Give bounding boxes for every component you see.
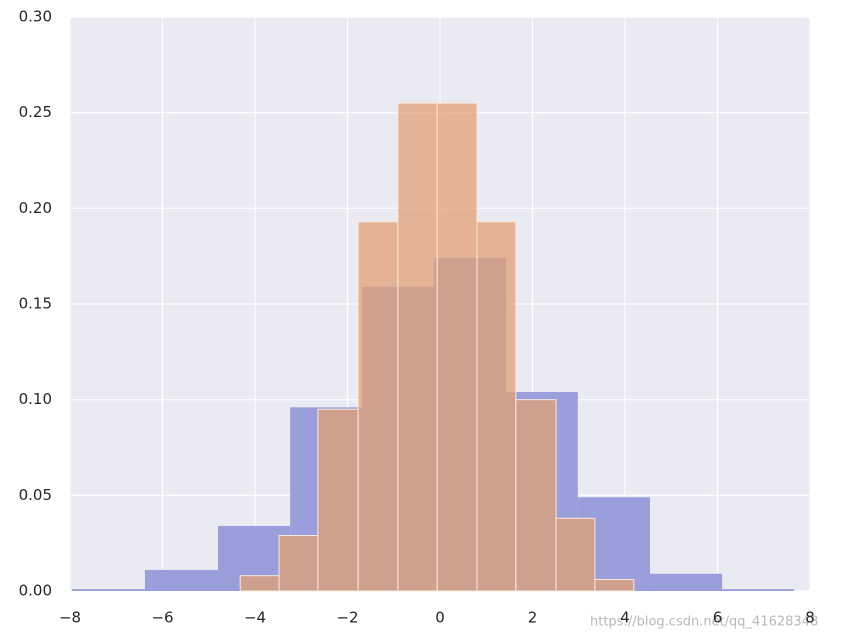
x-tick-label: −2 [336, 609, 358, 627]
histogram-bar [278, 535, 319, 592]
x-tick-label: 8 [805, 609, 815, 627]
watermark: https://blog.csdn.net/qq_41628348 [590, 615, 818, 630]
x-tick-label: −8 [59, 609, 81, 627]
x-tick-label: −6 [151, 609, 173, 627]
y-tick-label: 0.20 [19, 199, 52, 217]
histogram-bar [722, 589, 794, 591]
bars [71, 102, 794, 592]
y-tick-label: 0.10 [19, 390, 52, 408]
histogram-bar [594, 579, 635, 592]
x-tick-label: 4 [620, 609, 630, 627]
y-tick-label: 0.15 [19, 295, 52, 313]
histogram-bar [436, 102, 478, 592]
histogram-bar [144, 569, 218, 591]
histogram-bar [476, 221, 517, 592]
x-tick-label: 6 [713, 609, 723, 627]
x-tick-label: 2 [528, 609, 538, 627]
histogram-bar [555, 517, 596, 592]
histogram-bar [239, 575, 280, 592]
histogram-bar [357, 221, 399, 592]
y-tick-label: 0.05 [19, 486, 52, 504]
histogram-bar [515, 399, 557, 592]
y-tick-label: 0.30 [19, 8, 52, 26]
y-tick-label: 0.25 [19, 103, 52, 121]
x-tick-label: 0 [435, 609, 445, 627]
x-tick-label: −4 [244, 609, 266, 627]
histogram-bar [649, 573, 723, 591]
y-tick-label: 0.00 [19, 582, 52, 600]
histogram-bar [397, 102, 438, 592]
histogram-bar [317, 408, 359, 592]
histogram-bar [71, 589, 145, 591]
